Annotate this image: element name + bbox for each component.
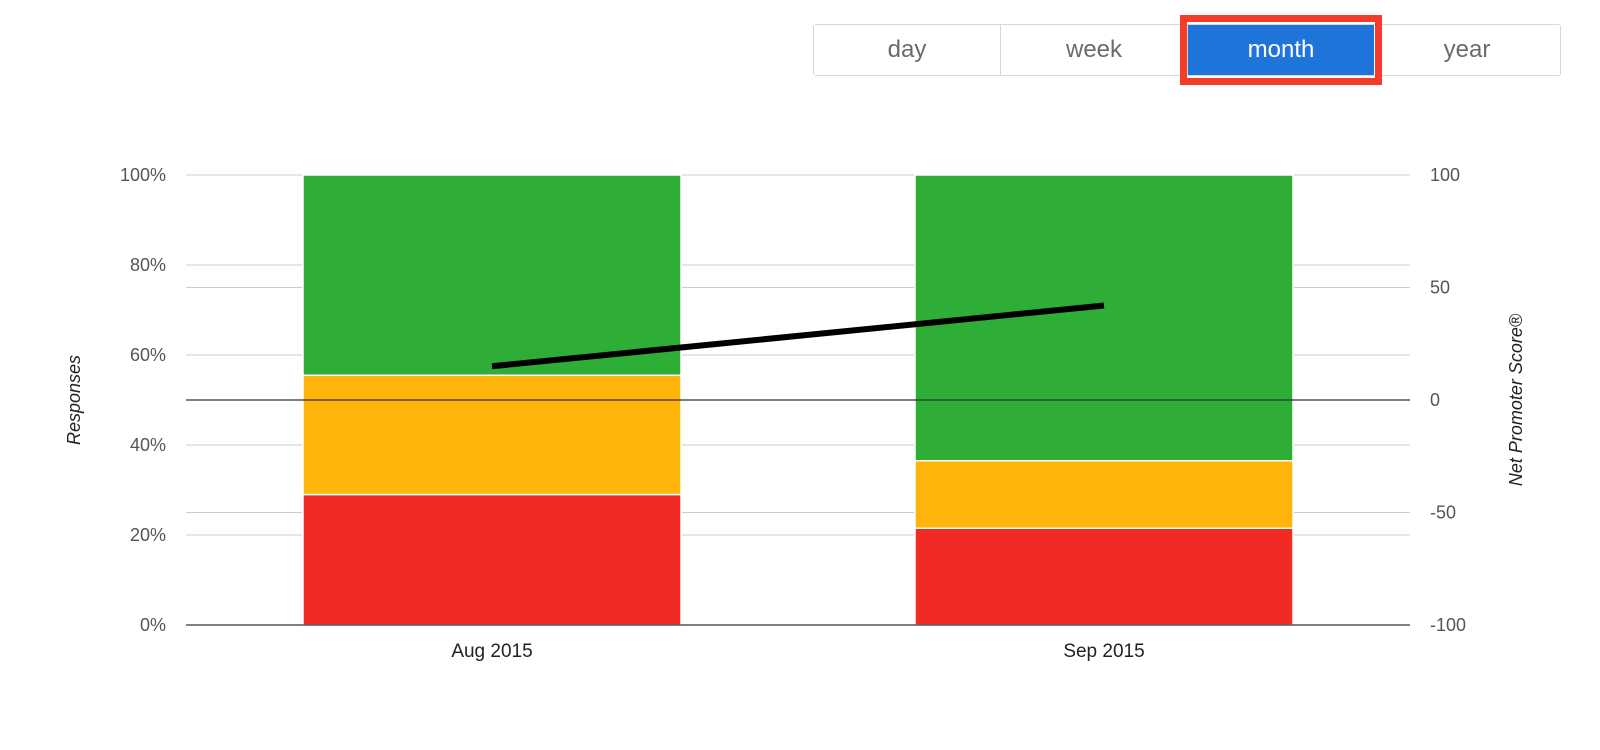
category-label: Aug 2015 [451,641,532,662]
period-selector: day week month year [813,15,1561,85]
left-tick-label: 60% [130,345,166,365]
y-axis-title-right: Net Promoter Score® [1506,313,1526,486]
right-tick-label: 100 [1430,165,1460,185]
right-axis-ticks: -100 -50 0 50 100 [1430,165,1466,635]
nps-line-series [491,302,1105,370]
right-tick-label: -50 [1430,503,1456,523]
left-tick-label: 100% [120,165,166,185]
left-tick-label: 0% [140,615,166,635]
bar-segment-1-0 [914,527,1294,626]
category-labels: Aug 2015 Sep 2015 [451,641,1144,662]
week-button[interactable]: week [1001,25,1188,75]
left-tick-label: 20% [130,525,166,545]
category-label: Sep 2015 [1063,641,1144,662]
bar-segment-0-2 [302,174,682,376]
day-button[interactable]: day [814,25,1001,75]
nps-line [491,302,1105,370]
bar-segment-0-0 [302,493,682,626]
right-tick-label: -100 [1430,615,1466,635]
year-button[interactable]: year [1374,25,1560,75]
left-tick-label: 80% [130,255,166,275]
right-tick-label: 0 [1430,390,1440,410]
y-axis-title-left: Responses [64,355,84,445]
right-tick-label: 50 [1430,278,1450,298]
left-axis-ticks: 0% 20% 40% 60% 80% 100% [120,165,166,635]
bar-segment-1-1 [914,460,1294,529]
left-tick-label: 40% [130,435,166,455]
bar-segment-0-1 [302,374,682,496]
